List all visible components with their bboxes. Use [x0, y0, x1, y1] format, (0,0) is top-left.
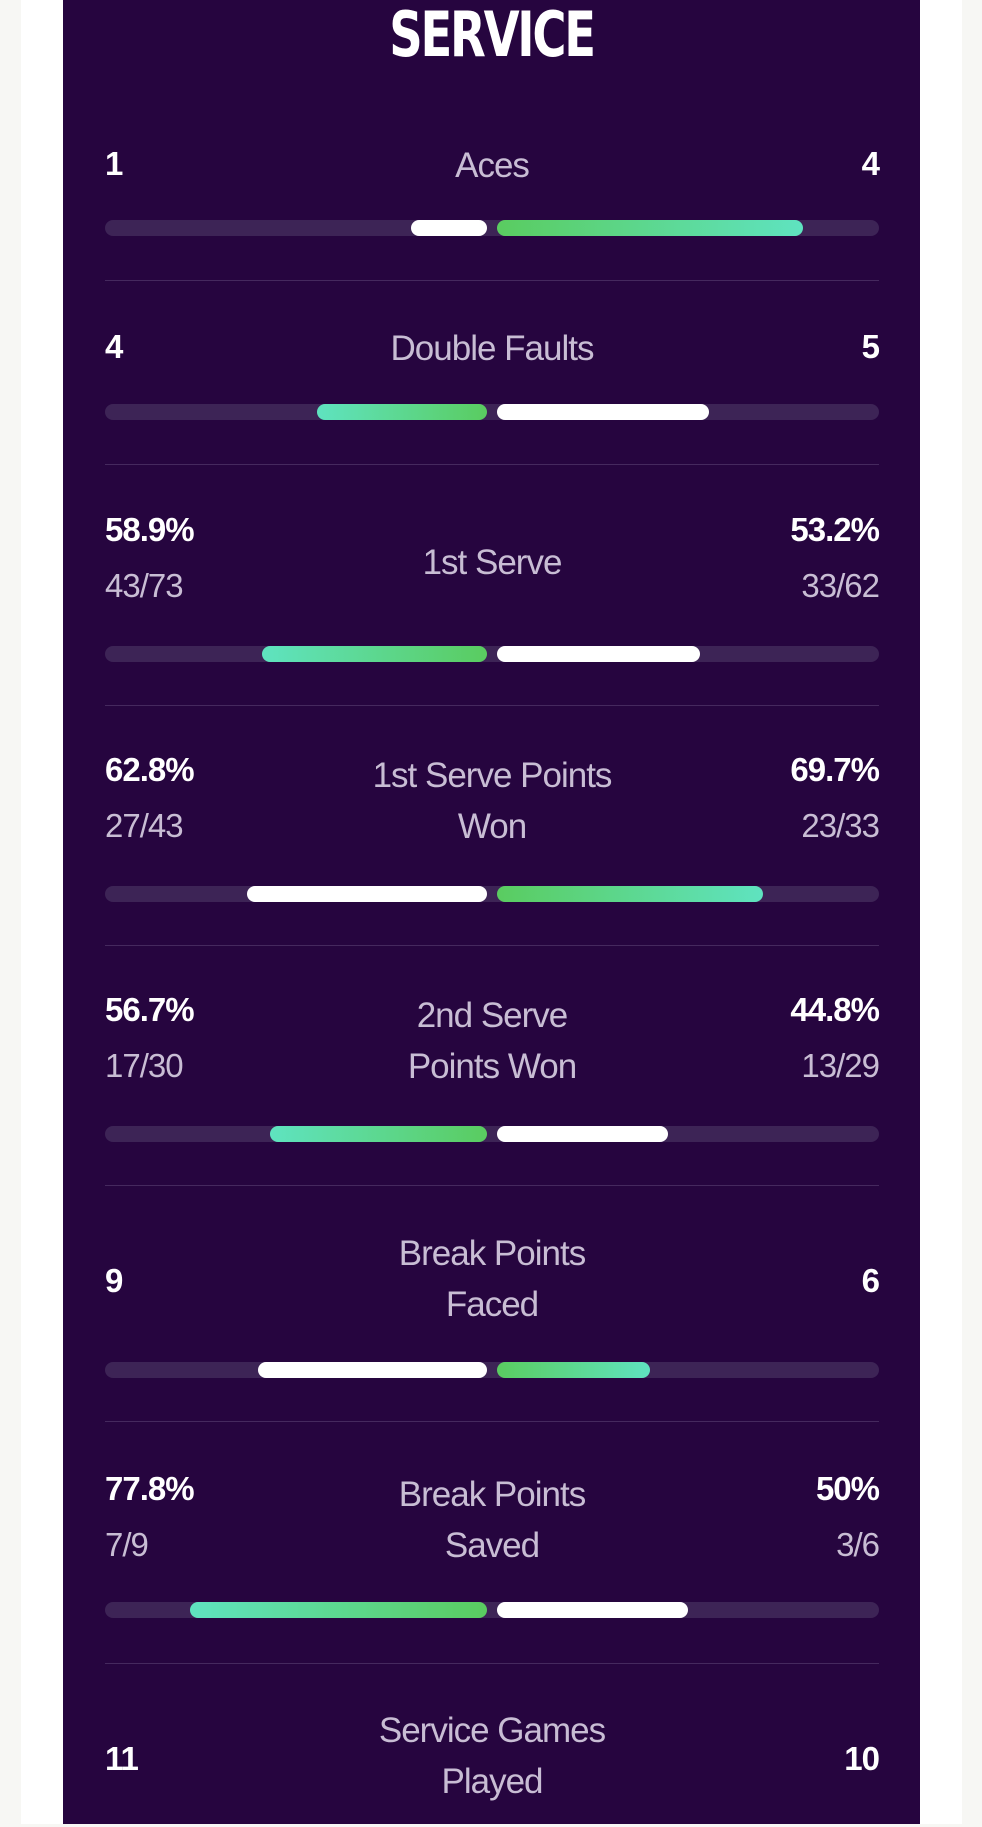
- stat-first-serve-points-won: 62.8% 27/43 1st Serve Points Won 69.7% 2…: [105, 750, 880, 946]
- stat-label: Break Points Saved: [292, 1469, 692, 1571]
- left-bar: [258, 1362, 487, 1378]
- stat-label-line: 1st Serve Points: [372, 756, 613, 795]
- left-value: 4: [105, 328, 123, 365]
- right-value: 50%: [815, 1470, 880, 1507]
- stat-label-line: Service Games: [378, 1711, 606, 1750]
- right-detail: 13/29: [801, 1047, 880, 1084]
- left-bar: [317, 404, 487, 420]
- right-gutter: [920, 0, 962, 1824]
- stat-label: 1st Serve: [422, 543, 563, 582]
- comparison-track: [105, 1602, 879, 1618]
- stat-label-line: Faced: [445, 1285, 539, 1324]
- left-bar: [262, 646, 487, 662]
- left-detail: 7/9: [105, 1526, 149, 1563]
- right-value: 69.7%: [790, 751, 880, 788]
- left-gutter: [21, 0, 63, 1824]
- stat-label: 1st Serve Points Won: [292, 750, 692, 852]
- stat-aces: 1 Aces 4: [105, 140, 880, 281]
- left-value: 1: [105, 145, 123, 182]
- left-bar: [247, 886, 487, 902]
- left-value: 56.7%: [105, 991, 195, 1028]
- left-bar: [270, 1126, 487, 1142]
- stat-label-line: Played: [441, 1762, 543, 1801]
- divider: [105, 1421, 879, 1422]
- comparison-track: [105, 1362, 879, 1378]
- left-bar: [411, 220, 487, 236]
- stat-service-games-played: 11 Service Games Played 10: [105, 1705, 880, 1820]
- stat-break-points-saved: 77.8% 7/9 Break Points Saved 50% 3/6: [105, 1465, 880, 1664]
- right-bar: [497, 1362, 650, 1378]
- stat-label-line: 2nd Serve: [416, 996, 569, 1035]
- divider: [105, 1185, 879, 1186]
- stat-label: 2nd Serve Points Won: [292, 990, 692, 1092]
- comparison-track: [105, 886, 879, 902]
- left-value: 9: [105, 1262, 123, 1299]
- left-value: 11: [105, 1740, 139, 1777]
- right-bar: [497, 646, 700, 662]
- left-value: 77.8%: [105, 1470, 195, 1507]
- right-value: 53.2%: [790, 511, 880, 548]
- comparison-track: [105, 404, 879, 420]
- stat-label-line: Saved: [444, 1526, 540, 1565]
- stat-label: Service Games Played: [292, 1705, 692, 1807]
- stat-label-line: Break Points: [398, 1475, 586, 1514]
- stat-label: Aces: [455, 146, 530, 185]
- stat-break-points-faced: 9 Break Points Faced 6: [105, 1228, 880, 1423]
- right-detail: 33/62: [801, 567, 880, 604]
- left-detail: 27/43: [105, 807, 184, 844]
- divider: [105, 705, 879, 706]
- divider: [105, 1663, 879, 1664]
- right-bar: [497, 1602, 688, 1618]
- right-value: 44.8%: [790, 991, 880, 1028]
- left-bar: [190, 1602, 487, 1618]
- right-value: 5: [861, 328, 880, 365]
- right-value: 10: [844, 1740, 880, 1777]
- stat-double-faults: 4 Double Faults 5: [105, 323, 880, 465]
- left-value: 58.9%: [105, 511, 195, 548]
- stat-label-line: Points Won: [407, 1047, 577, 1086]
- divider: [105, 464, 879, 465]
- right-bar: [497, 404, 709, 420]
- right-bar: [497, 886, 763, 902]
- stat-label-line: Break Points: [398, 1234, 586, 1273]
- stat-label: Break Points Faced: [292, 1228, 692, 1330]
- right-value: 6: [861, 1262, 880, 1299]
- service-stats-panel: SERVICE 1 Aces 4 4 Double Faults 5 58: [63, 0, 920, 1824]
- left-value: 62.8%: [105, 751, 195, 788]
- stat-first-serve: 58.9% 43/73 1st Serve 53.2% 33/62: [105, 510, 880, 706]
- left-detail: 17/30: [105, 1047, 184, 1084]
- right-value: 4: [861, 145, 880, 182]
- stat-label-line: Won: [457, 807, 527, 846]
- right-detail: 23/33: [801, 807, 880, 844]
- right-bar: [497, 220, 803, 236]
- stat-label: Double Faults: [390, 329, 595, 368]
- comparison-track: [105, 1126, 879, 1142]
- section-title: SERVICE: [389, 0, 596, 71]
- stat-second-serve-points-won: 56.7% 17/30 2nd Serve Points Won 44.8% 1…: [105, 990, 880, 1186]
- right-detail: 3/6: [836, 1526, 880, 1563]
- divider: [105, 280, 879, 281]
- comparison-track: [105, 646, 879, 662]
- left-detail: 43/73: [105, 567, 184, 604]
- comparison-track: [105, 220, 879, 236]
- right-bar: [497, 1126, 668, 1142]
- divider: [105, 945, 879, 946]
